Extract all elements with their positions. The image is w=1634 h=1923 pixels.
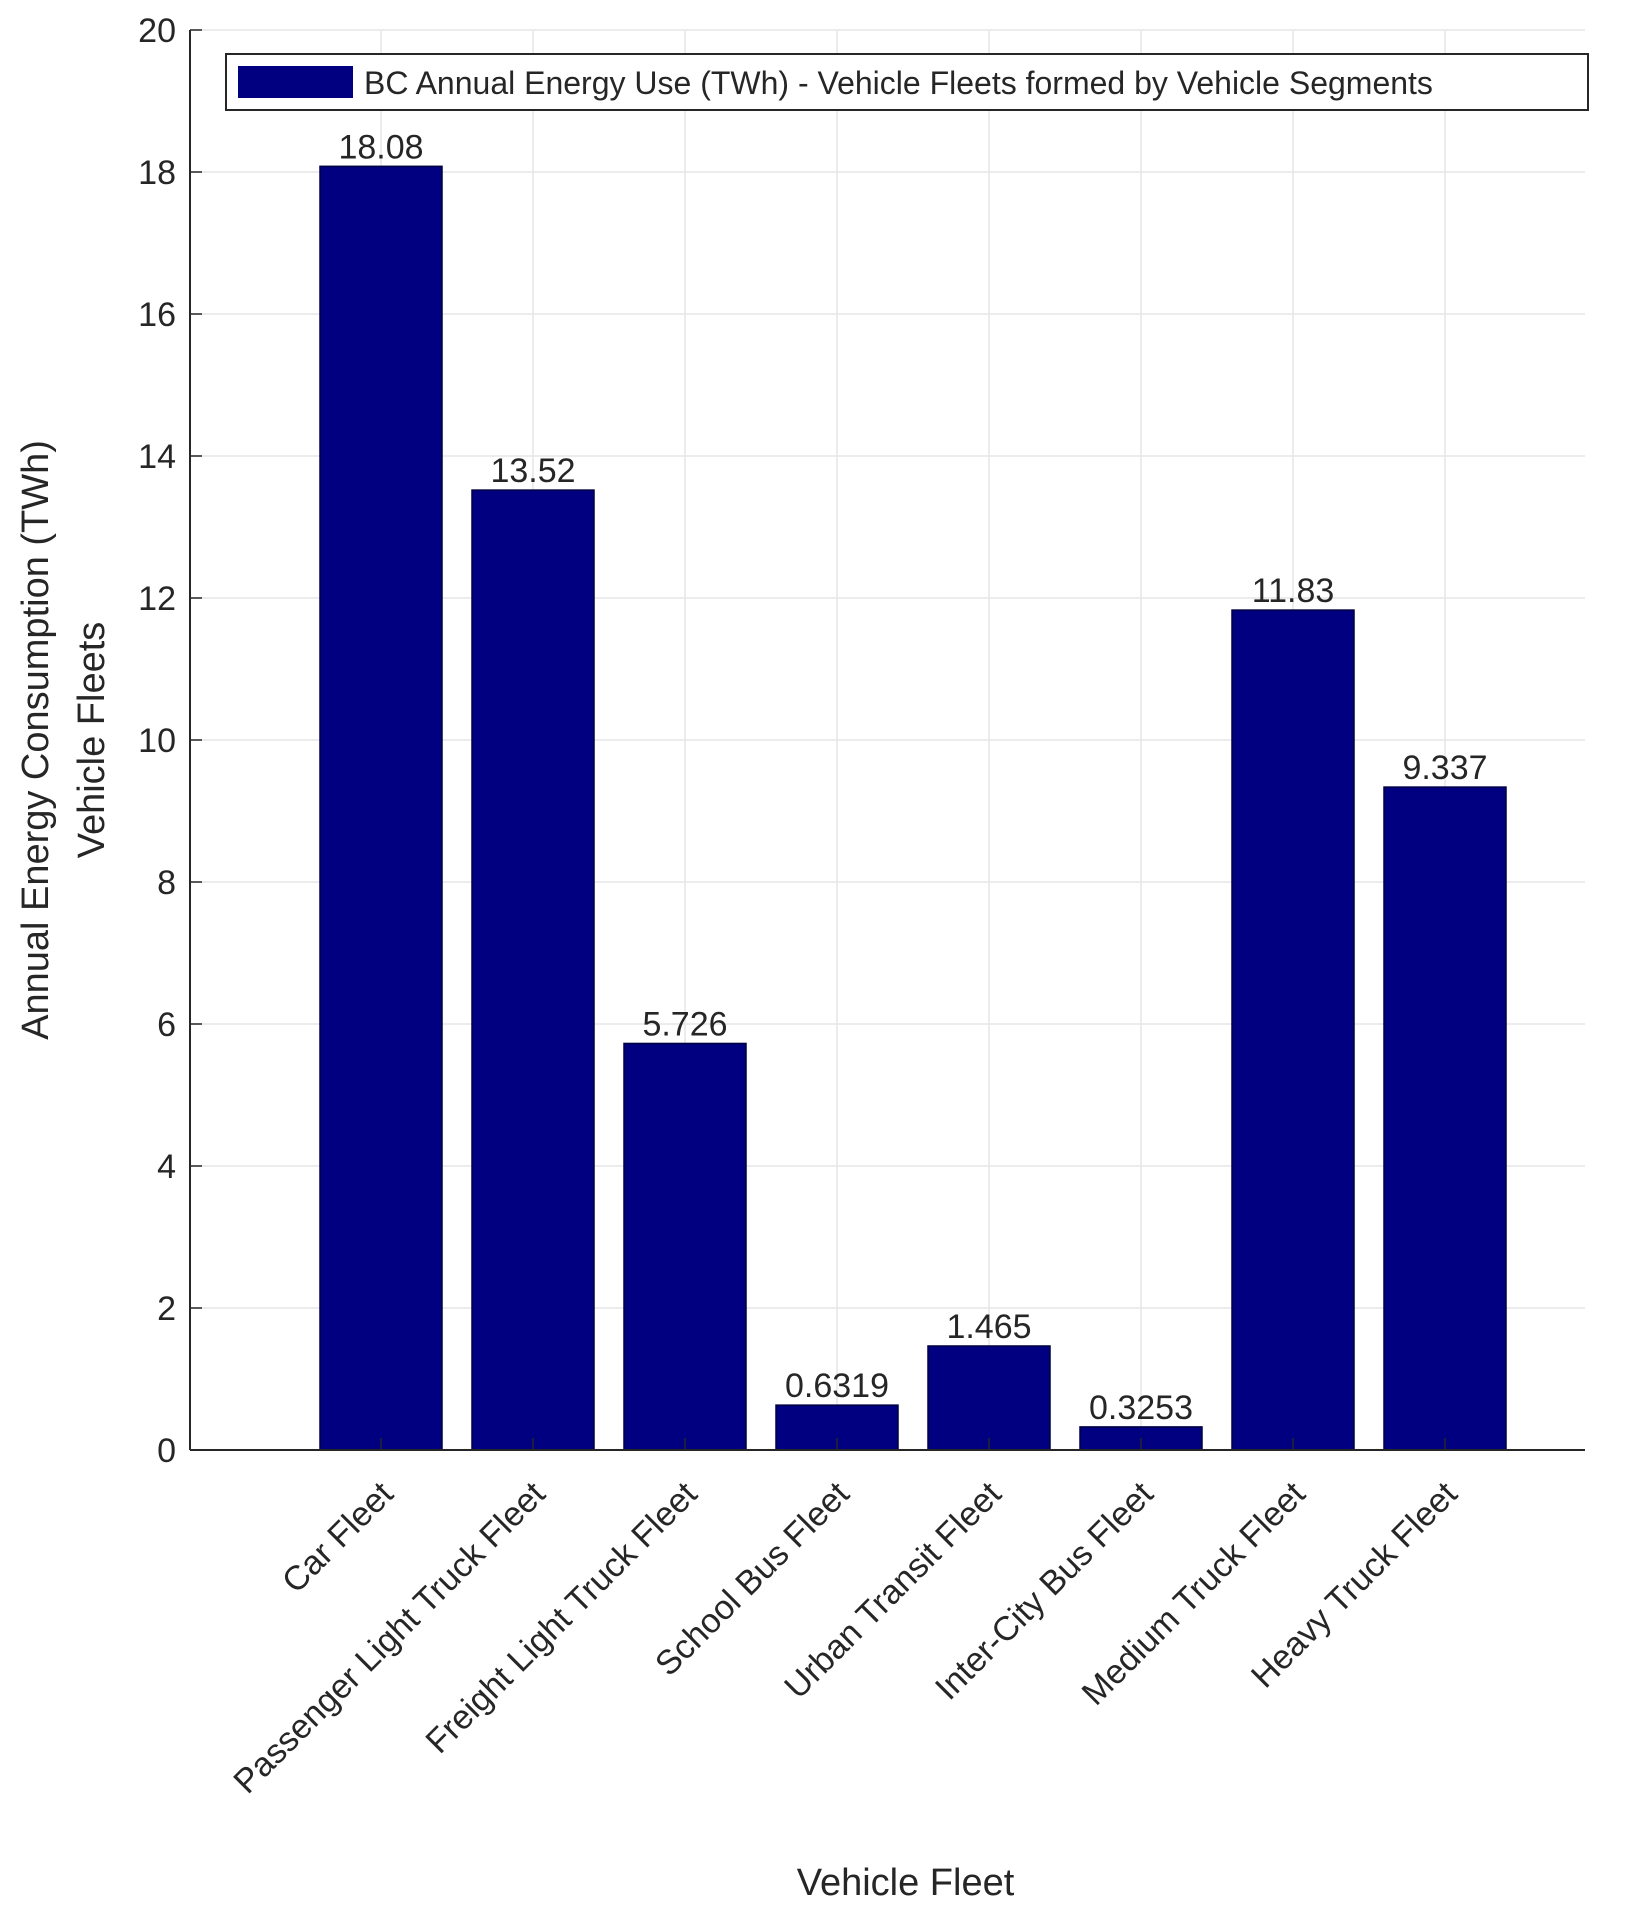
y-tick-label: 2 — [157, 1290, 176, 1328]
y-tick-label: 16 — [138, 296, 176, 334]
bar-value-label: 0.6319 — [785, 1367, 889, 1405]
bars-layer — [319, 165, 1507, 1451]
bar-value-label: 0.3253 — [1089, 1389, 1193, 1427]
bar-car-fleet — [319, 165, 443, 1451]
y-tick-label: 6 — [157, 1006, 176, 1044]
axes-layer — [189, 29, 1585, 1451]
legend: BC Annual Energy Use (TWh) - Vehicle Fle… — [225, 53, 1589, 111]
bar-value-label: 1.465 — [946, 1308, 1031, 1346]
y-tick-label: 10 — [138, 722, 176, 760]
y-tick-label: 20 — [138, 12, 176, 50]
bar-value-label: 9.337 — [1402, 749, 1487, 787]
legend-swatch — [238, 66, 353, 98]
legend-entry: BC Annual Energy Use (TWh) - Vehicle Fle… — [364, 65, 1433, 101]
bar-value-label: 13.52 — [490, 452, 575, 490]
y-tick-label: 8 — [157, 864, 176, 902]
x-tick-label: Car Fleet — [275, 1474, 401, 1600]
bar-value-label: 11.83 — [1252, 572, 1335, 610]
x-tick-label: Freight Light Truck Fleet — [419, 1474, 705, 1760]
x-tick-label: Passenger Light Truck Fleet — [226, 1474, 553, 1801]
y-axis-label: Annual Energy Consumption (TWh) — [15, 440, 57, 1040]
y-tick-label: 18 — [138, 154, 176, 192]
bar-passenger-light-truck-fleet — [471, 489, 595, 1451]
bar-freight-light-truck-fleet — [623, 1042, 747, 1451]
bar-medium-truck-fleet — [1231, 609, 1355, 1451]
y-tick-label: 14 — [138, 438, 176, 476]
y-tick-label: 12 — [138, 580, 176, 618]
bar-heavy-truck-fleet — [1383, 786, 1507, 1451]
bar-value-label: 5.726 — [642, 1005, 727, 1043]
y-tick-label: 0 — [157, 1432, 176, 1470]
bar-urban-transit-fleet — [927, 1345, 1051, 1451]
bar-value-label: 18.08 — [338, 128, 423, 166]
legend-box — [225, 53, 1589, 111]
x-axis-label: Vehicle Fleet — [797, 1862, 1015, 1904]
y-tick-label: 4 — [157, 1148, 176, 1186]
y-axis-label-secondary: Vehicle Fleets — [71, 622, 113, 859]
